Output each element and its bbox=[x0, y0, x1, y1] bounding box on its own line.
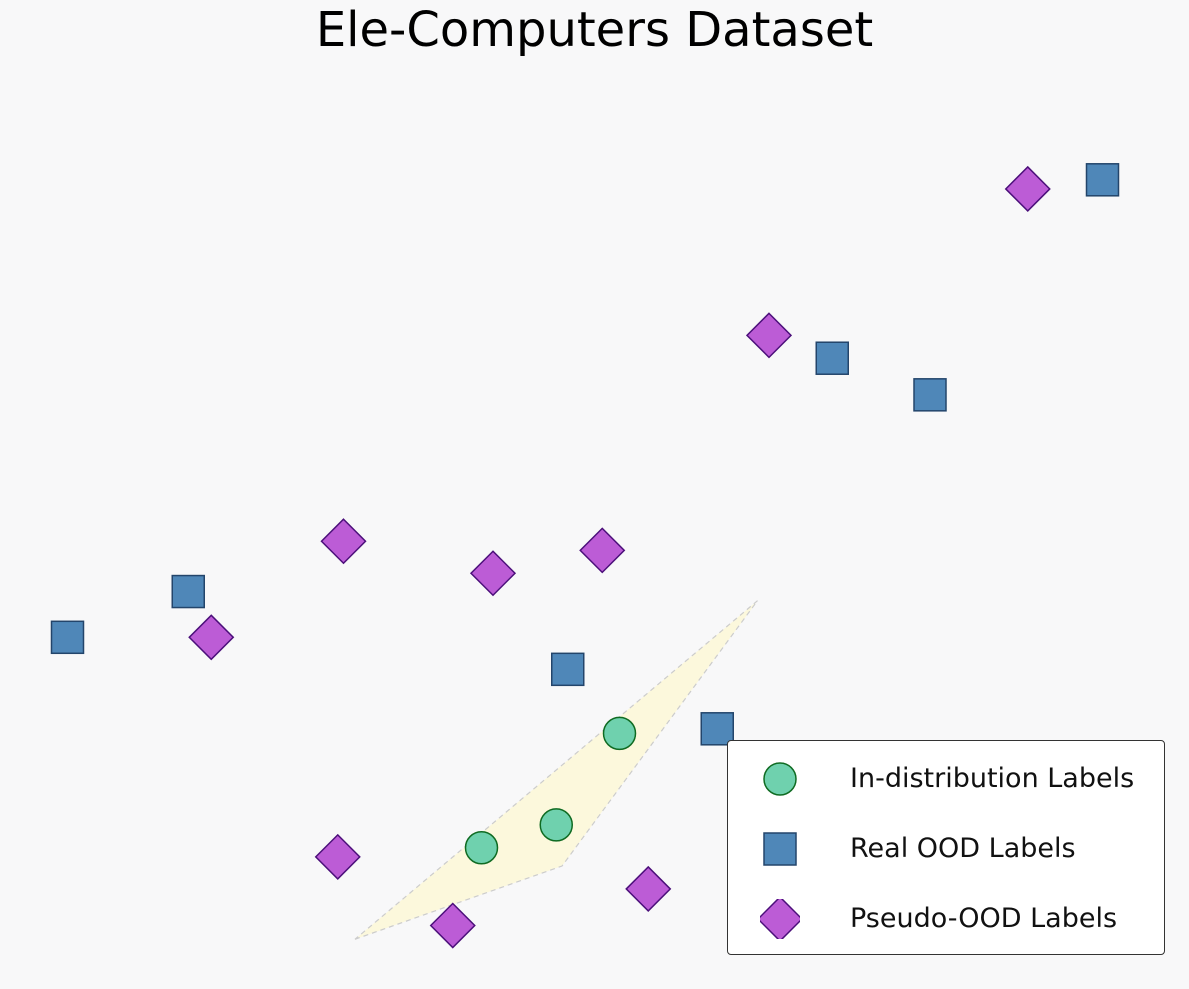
legend-item-in-distribution: In-distribution Labels bbox=[728, 759, 1164, 799]
pseudo-ood-point bbox=[429, 902, 476, 949]
pseudo-ood-point bbox=[188, 614, 235, 661]
pseudo-ood-point bbox=[469, 550, 517, 597]
chart-title: Ele-Computers Dataset bbox=[315, 2, 874, 58]
region-layer bbox=[354, 600, 758, 940]
real-ood-point bbox=[50, 620, 85, 655]
legend-item-pseudo-ood: Pseudo-OOD Labels bbox=[728, 899, 1164, 939]
legend-item-real-ood: Real OOD Labels bbox=[728, 829, 1164, 869]
in-distribution-point bbox=[539, 808, 573, 842]
real-ood-point bbox=[1085, 163, 1120, 197]
marks-layer bbox=[50, 163, 1120, 949]
legend-label: Pseudo-OOD Labels bbox=[850, 903, 1118, 934]
legend-square-icon bbox=[763, 832, 797, 866]
in-distribution-point bbox=[464, 831, 499, 865]
in-distribution-point bbox=[602, 716, 637, 751]
pseudo-ood-point bbox=[625, 865, 672, 912]
real-ood-point bbox=[815, 341, 849, 375]
legend-label: Real OOD Labels bbox=[850, 833, 1076, 864]
pseudo-ood-point bbox=[579, 527, 626, 574]
legend-circle-icon bbox=[763, 762, 797, 796]
real-ood-point bbox=[551, 652, 585, 687]
pseudo-ood-point bbox=[320, 518, 367, 565]
pseudo-ood-point bbox=[314, 833, 361, 880]
pseudo-ood-point bbox=[1004, 165, 1051, 213]
real-ood-point bbox=[913, 378, 947, 412]
real-ood-point bbox=[700, 712, 734, 746]
in-distribution-region bbox=[354, 600, 758, 940]
real-ood-point bbox=[171, 574, 205, 609]
legend-diamond-icon bbox=[760, 899, 800, 939]
legend-label: In-distribution Labels bbox=[850, 763, 1135, 794]
pseudo-ood-point bbox=[745, 312, 793, 359]
legend: In-distribution Labels Real OOD Labels P… bbox=[727, 740, 1165, 955]
